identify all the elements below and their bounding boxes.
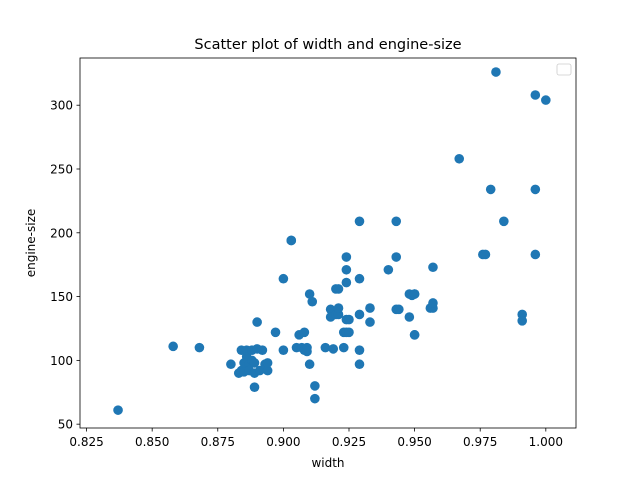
scatter-point [304, 359, 315, 370]
scatter-point [168, 341, 178, 352]
scatter-point [485, 184, 496, 195]
scatter-point [391, 252, 402, 262]
chart-title: Scatter plot of width and engine-size [194, 37, 461, 53]
scatter-point [333, 284, 344, 294]
scatter-point [409, 289, 420, 299]
scatter-point [226, 359, 236, 370]
scatter-point [270, 327, 281, 338]
y-axis: 50 100 150 200 250 300 [50, 99, 80, 432]
scatter-point [530, 249, 541, 260]
scatter-point [344, 314, 354, 325]
scatter-point [354, 273, 365, 284]
scatter-point [249, 382, 260, 392]
scatter-point [254, 365, 265, 376]
scatter-point [262, 358, 273, 368]
scatter-point [428, 262, 438, 273]
scatter-point [394, 304, 404, 315]
y-tick-label: 50 [58, 418, 73, 432]
scatter-point [391, 216, 402, 227]
x-tick-label: 1.000 [529, 435, 563, 449]
scatter-point [499, 216, 509, 227]
scatter-point [328, 344, 339, 354]
plot-frame [79, 57, 577, 429]
scatter-point [262, 365, 273, 376]
scatter-point [454, 153, 465, 164]
scatter-point [480, 249, 491, 260]
scatter-point [354, 345, 365, 355]
scatter-point [307, 296, 318, 307]
scatter-point [320, 342, 331, 353]
scatter-point [113, 405, 123, 415]
scatter-point [304, 289, 315, 299]
y-tick-label: 150 [50, 290, 73, 304]
scatter-point [428, 298, 438, 308]
scatter-point [338, 342, 349, 353]
scatter-point [383, 264, 394, 275]
scatter-point [530, 184, 541, 195]
scatter-point [354, 309, 365, 320]
x-tick-label: 0.975 [463, 435, 497, 449]
legend-box [556, 63, 572, 76]
scatter-point [409, 330, 420, 340]
scatter-point [344, 327, 354, 338]
scatter-point [333, 303, 344, 313]
y-tick-label: 100 [50, 354, 73, 368]
y-tick-label: 250 [50, 163, 73, 177]
x-tick-label: 0.825 [69, 435, 103, 449]
x-tick-label: 0.950 [397, 435, 431, 449]
y-tick-label: 300 [50, 99, 73, 113]
scatter-point [530, 90, 541, 100]
scatter-point [404, 312, 415, 322]
scatter-point [541, 95, 551, 105]
scatter-point [491, 67, 501, 77]
scatter-point [299, 327, 310, 338]
scatter-point [354, 359, 365, 370]
scatter-point [341, 252, 352, 262]
x-tick-label: 0.850 [135, 435, 169, 449]
scatter-point [341, 264, 352, 275]
x-tick-label: 0.900 [266, 435, 300, 449]
scatter-point [365, 303, 375, 313]
y-axis-label: engine-size [24, 209, 38, 278]
scatter-point [252, 317, 262, 327]
x-axis: 0.825 0.850 0.875 0.900 0.925 0.950 0.975 1.000 [69, 428, 563, 449]
points-layer [113, 67, 551, 415]
scatter-point [354, 216, 365, 227]
scatter-point [302, 346, 312, 357]
x-tick-label: 0.875 [201, 435, 235, 449]
scatter-point [365, 317, 375, 327]
scatter-point [286, 235, 297, 246]
scatter-point [278, 345, 289, 355]
scatter-point [341, 277, 352, 288]
scatter-point [278, 273, 289, 284]
scatter-point [257, 345, 268, 355]
scatter-point [517, 316, 527, 326]
scatter-point [249, 358, 260, 368]
x-tick-label: 0.925 [332, 435, 366, 449]
x-axis-label: width [311, 456, 344, 470]
scatter-point [310, 381, 320, 391]
scatter-point [310, 393, 320, 404]
scatter-point [194, 342, 205, 353]
y-tick-label: 200 [50, 226, 73, 240]
